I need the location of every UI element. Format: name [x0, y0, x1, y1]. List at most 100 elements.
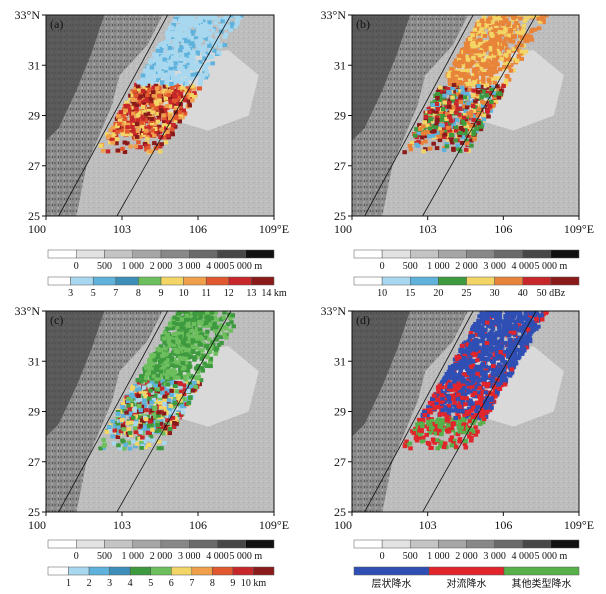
- terrain-colorbar-swatch: [466, 539, 495, 549]
- swath-east-edge: [116, 15, 232, 216]
- terrain-colorbar: 0 500 1 000 2 000 3 000 4 000 5 000 m: [47, 249, 275, 272]
- terrain-colorbar-swatch: [217, 249, 246, 259]
- data-colorbar-swatch: [109, 566, 131, 576]
- terrain-colorbar-swatch: [245, 539, 275, 549]
- data-colorbar-swatch: [68, 566, 90, 576]
- swath-east-edge: [422, 15, 537, 216]
- swath-east-edge: [116, 311, 232, 512]
- terrain-colorbar-label: 500: [97, 261, 112, 272]
- lon-tick-label: 109°E: [564, 518, 594, 532]
- data-colorbar-label: 5: [91, 288, 96, 299]
- terrain-colorbar-label: 5 000 m: [534, 261, 567, 272]
- terrain-colorbar-label: 0: [74, 551, 79, 562]
- terrain-colorbar-swatch: [47, 539, 77, 549]
- terrain-colorbar-label: 0: [380, 551, 385, 562]
- data-colorbar-swatch: [438, 276, 467, 286]
- data-colorbar: 10 15 20 25 30 40 50 dBz: [353, 276, 580, 299]
- data-colorbar-swatch: [353, 276, 383, 286]
- data-colorbar-swatch: [410, 276, 439, 286]
- lat-tick-label: 27: [28, 159, 40, 173]
- data-colorbar-label: 40: [518, 288, 528, 299]
- terrain-colorbar-swatch: [217, 539, 246, 549]
- lon-tick-label: 100: [28, 518, 46, 532]
- rain-field: [402, 15, 549, 155]
- lat-tick-label: 29: [28, 405, 40, 419]
- terrain-colorbar-swatch: [466, 249, 495, 259]
- terrain-colorbar-label: 5 000 m: [229, 551, 262, 562]
- data-colorbar-label: 25: [462, 288, 472, 299]
- lon-tick-label: 100: [334, 518, 352, 532]
- terrain-colorbar-swatch: [160, 249, 190, 259]
- terrain-colorbar-label: 5 000 m: [534, 551, 567, 562]
- lat-tick-label: 27: [334, 159, 346, 173]
- data-colorbar-label: 12: [224, 288, 234, 299]
- terrain-colorbar-swatch: [76, 249, 105, 259]
- lon-tick-label: 103: [113, 222, 131, 236]
- data-colorbar-swatch: [550, 276, 580, 286]
- data-colorbar-swatch: [381, 276, 411, 286]
- terrain-colorbar-swatch: [494, 539, 523, 549]
- lat-tick-label: 25: [334, 209, 346, 223]
- terrain-colorbar-label: 5 000 m: [229, 261, 262, 272]
- terrain-colorbar-label: 2 000: [455, 551, 478, 562]
- lon-tick-label: 100: [334, 222, 352, 236]
- data-colorbar-label: 6: [169, 578, 174, 589]
- terrain-colorbar-label: 500: [403, 551, 418, 562]
- data-colorbar-swatch: [138, 276, 162, 286]
- data-colorbar-swatch: [183, 276, 207, 286]
- terrain-highland: [352, 15, 411, 141]
- data-colorbar-swatch: [88, 566, 110, 576]
- terrain-colorbar-label: 1 000: [427, 551, 450, 562]
- panel-label: (d): [356, 313, 370, 327]
- terrain-colorbar-label: 3 000: [483, 551, 506, 562]
- lat-tick-label: 31: [334, 58, 346, 72]
- terrain-colorbar-label: 4 000: [206, 551, 229, 562]
- data-colorbar-swatch: [47, 566, 69, 576]
- data-colorbar-label: 9: [230, 578, 235, 589]
- lon-tick-label: 103: [419, 222, 437, 236]
- data-colorbar-label: 10: [179, 288, 189, 299]
- map-panel-4: (d) 100 103 106 109°E 33°N 31 29 27 25 0 500 1 000 2 …: [321, 304, 595, 590]
- precip-type-swatch: [353, 566, 430, 576]
- lat-tick-label: 31: [28, 58, 40, 72]
- data-colorbar-swatch: [191, 566, 213, 576]
- lon-tick-label: 109°E: [564, 222, 594, 236]
- lat-tick-label: 25: [334, 505, 346, 519]
- data-colorbar-label: 3: [107, 578, 112, 589]
- map-panel-2: (b) 100 103 106 109°E 33°N 31 29 27 25 0 500 1 000 2 …: [321, 8, 595, 299]
- panel-label: (c): [50, 313, 63, 327]
- terrain-colorbar-label: 3 000: [178, 551, 201, 562]
- data-colorbar-label: 13: [246, 288, 256, 299]
- terrain-colorbar-swatch: [494, 249, 523, 259]
- data-colorbar-label: 15: [405, 288, 415, 299]
- precip-type-legend: 层状降水 对流降水 其他类型降水: [353, 566, 580, 590]
- terrain-colorbar-label: 4 000: [206, 261, 229, 272]
- terrain-colorbar: 0 500 1 000 2 000 3 000 4 000 5 000 m: [47, 539, 275, 562]
- data-colorbar-swatch: [494, 276, 523, 286]
- terrain-map: [352, 15, 579, 216]
- terrain-map: [46, 15, 274, 216]
- data-colorbar-label: 5: [148, 578, 153, 589]
- lon-tick-label: 106: [189, 518, 207, 532]
- lat-tick-label: 29: [28, 109, 40, 123]
- terrain-colorbar-swatch: [160, 539, 190, 549]
- terrain-colorbar-swatch: [104, 249, 133, 259]
- terrain-colorbar-swatch: [104, 539, 133, 549]
- lon-tick-label: 109°E: [259, 518, 289, 532]
- terrain-colorbar-label: 500: [403, 261, 418, 272]
- lon-tick-label: 106: [189, 222, 207, 236]
- swath-west-edge: [364, 15, 474, 216]
- lat-tick-label: 25: [28, 505, 40, 519]
- terrain-colorbar-label: 3 000: [178, 261, 201, 272]
- data-colorbar-swatch: [92, 276, 117, 286]
- data-colorbar-swatch: [47, 276, 71, 286]
- precip-type-label: 其他类型降水: [512, 577, 572, 590]
- precip-type-label: 层状降水: [372, 577, 412, 590]
- lon-tick-label: 109°E: [259, 222, 289, 236]
- terrain-colorbar-swatch: [438, 539, 467, 549]
- terrain-map: [46, 311, 274, 512]
- swath-west-edge: [364, 311, 474, 512]
- data-colorbar-label: 7: [189, 578, 194, 589]
- lat-tick-label: 29: [334, 109, 346, 123]
